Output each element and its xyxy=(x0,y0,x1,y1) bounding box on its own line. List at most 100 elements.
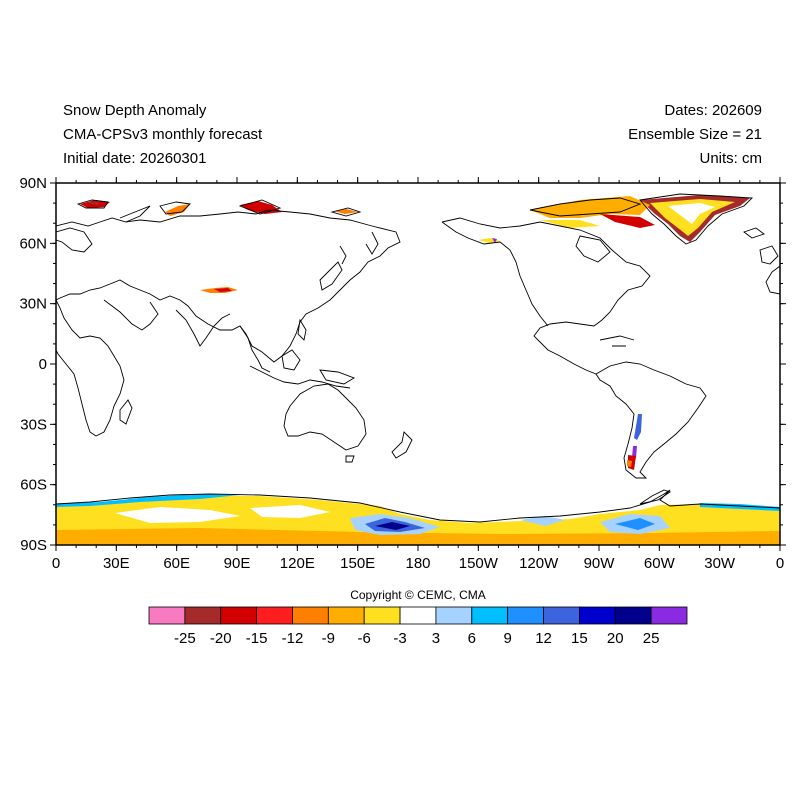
units: Units: cm xyxy=(699,150,762,167)
lat-label: 30N xyxy=(19,296,47,313)
australia-coastline xyxy=(283,383,367,451)
antarctica-neutral-patch xyxy=(115,507,240,523)
colorbar-swatch xyxy=(363,606,401,625)
peninsula-positive-patch xyxy=(615,518,655,530)
new-guinea-coastline xyxy=(319,369,356,385)
greenland-neutral-interior xyxy=(668,203,715,224)
colorbar-swatch xyxy=(327,606,365,625)
colorbar-label: -6 xyxy=(358,630,371,647)
coastal-positive-patch xyxy=(520,516,565,526)
axis-ticks xyxy=(50,177,786,551)
colorbar-swatch xyxy=(614,606,652,625)
colorbar-swatch xyxy=(650,606,688,625)
colorbar-label: 3 xyxy=(432,630,440,647)
colorbar-swatch xyxy=(507,606,544,625)
iceland-coastline xyxy=(743,227,765,239)
colorbar-label: -3 xyxy=(393,630,406,647)
antarctica-neutral-patch xyxy=(250,505,330,518)
colorbar-label: 9 xyxy=(503,630,511,647)
colorbar-swatch xyxy=(184,606,222,625)
eurasia-africa-coastline xyxy=(56,209,401,363)
new-siberian-coastline xyxy=(330,207,362,217)
colorbar-label: -15 xyxy=(246,630,268,647)
north-america-west-coastline xyxy=(441,221,549,327)
lon-label: 0 xyxy=(52,555,60,572)
caribbean-islands xyxy=(599,335,635,347)
colorbar-label: 6 xyxy=(468,630,476,647)
lon-label: 30E xyxy=(103,555,130,572)
ross-positive-core xyxy=(375,522,410,530)
severnaya-zemlya-coastline xyxy=(238,199,282,215)
colorbar-label: 20 xyxy=(607,630,624,647)
new-zealand-coastline xyxy=(391,431,413,459)
lat-label: 0 xyxy=(39,356,47,373)
colorbar-swatch xyxy=(256,606,293,625)
lon-label: 90E xyxy=(224,555,251,572)
scandinavia-coastline xyxy=(56,227,93,253)
header-left: Snow Depth Anomaly CMA-CPSv3 monthly for… xyxy=(63,102,262,174)
india-coastline xyxy=(175,309,231,347)
coastlines xyxy=(56,193,780,523)
lon-label: 120E xyxy=(280,555,315,572)
alaska-anomaly xyxy=(492,238,497,243)
greenland-coastline xyxy=(639,193,754,245)
africa-coastline xyxy=(56,299,125,437)
antarctic-peninsula-coastline xyxy=(639,489,672,505)
map-content xyxy=(56,193,780,545)
novaya-zemlya-coastline xyxy=(119,205,151,223)
antarctica-coastline xyxy=(56,489,780,523)
canada-arctic-anomaly xyxy=(540,220,600,228)
japan-coastline xyxy=(319,261,343,291)
anomaly-shading xyxy=(56,195,780,545)
uk-coastline xyxy=(759,245,779,265)
canadian-arctic-islands xyxy=(529,197,642,217)
lon-label: 60W xyxy=(644,555,676,572)
lon-label: 180 xyxy=(405,555,430,572)
canada-arctic-anomaly xyxy=(530,196,650,218)
lon-label: 90W xyxy=(584,555,616,572)
lat-label: 60S xyxy=(20,477,47,494)
colorbar-label: 12 xyxy=(535,630,552,647)
svalbard-coastline xyxy=(76,199,109,209)
borneo-coastline xyxy=(281,349,301,371)
north-america-coastline xyxy=(441,217,651,375)
philippines-coastline xyxy=(297,318,307,341)
hudson-bay-coastline xyxy=(575,235,611,263)
colorbar-swatch xyxy=(579,606,616,625)
forecast-dates: Dates: 202609 xyxy=(664,102,762,119)
model-name: CMA-CPSv3 monthly forecast xyxy=(63,126,263,143)
lon-label: 30W xyxy=(704,555,736,572)
copyright-notice: Copyright © CEMC, CMA xyxy=(350,588,486,602)
colorbar-label: -20 xyxy=(210,630,232,647)
madagascar-coastline xyxy=(119,399,133,425)
sakhalin-coastline xyxy=(339,245,347,265)
colorbar-swatch xyxy=(471,606,509,625)
lon-label: 60E xyxy=(163,555,190,572)
colorbar-label: 25 xyxy=(643,630,660,647)
tibet-anomaly xyxy=(214,288,232,292)
coastal-positive-strip xyxy=(56,494,240,507)
lat-label: 60N xyxy=(19,235,47,252)
map-frame xyxy=(55,182,781,546)
lat-label: 30S xyxy=(20,416,47,433)
south-america-coastline xyxy=(595,361,707,479)
colorbar-label: -9 xyxy=(322,630,335,647)
lon-label: 150W xyxy=(459,555,499,572)
ensemble-size: Ensemble Size = 21 xyxy=(628,126,762,143)
indonesia-coastline xyxy=(249,365,351,389)
colorbar xyxy=(148,606,688,625)
colorbar-swatch xyxy=(399,606,437,625)
greenland-sea-island xyxy=(159,201,191,215)
patagonia-anomaly xyxy=(627,460,632,467)
antarctica-moderate-anomaly xyxy=(56,528,780,545)
colorbar-swatch xyxy=(435,606,473,625)
colorbar-swatch xyxy=(543,606,580,625)
lat-label: 90N xyxy=(19,175,47,192)
map-title: Snow Depth Anomaly xyxy=(63,102,207,119)
initial-date: Initial date: 20260301 xyxy=(63,150,207,167)
kamchatka-coastline xyxy=(365,231,379,255)
europe-west-coastline xyxy=(765,265,780,295)
andes-anomaly xyxy=(634,414,642,440)
colorbar-label: 15 xyxy=(571,630,588,647)
